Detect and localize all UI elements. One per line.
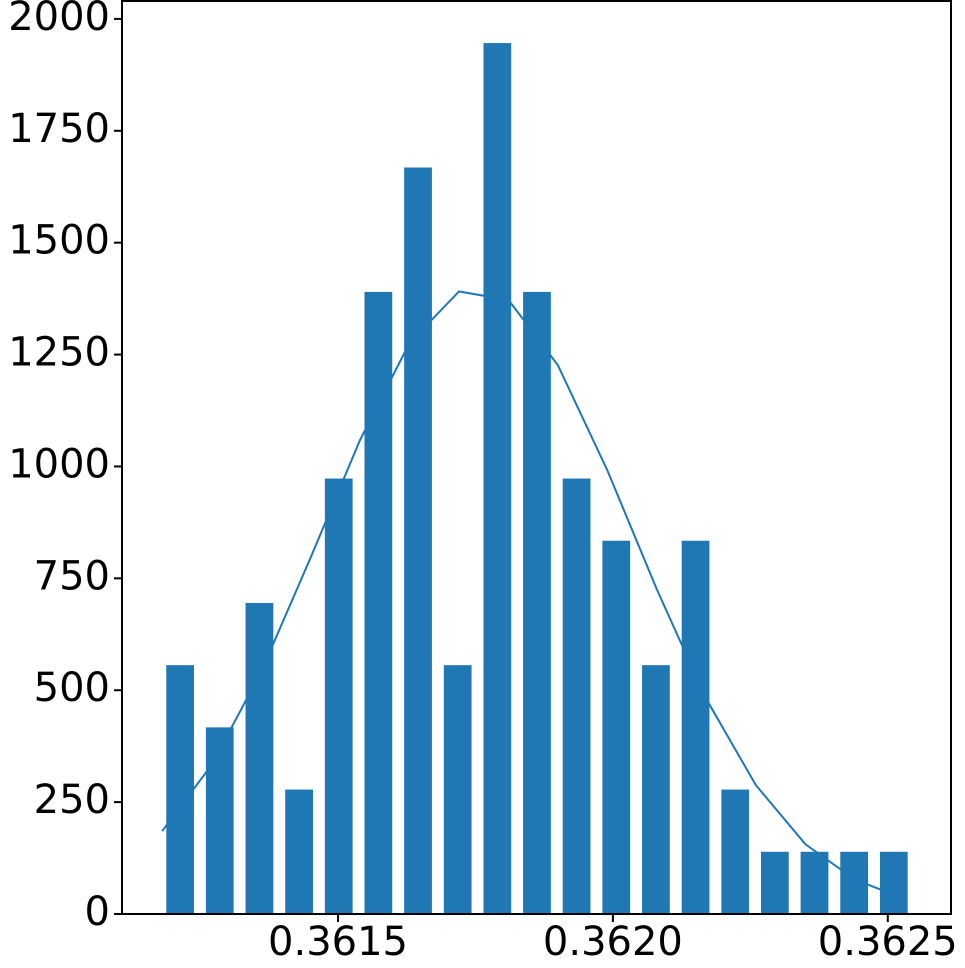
bar: [404, 167, 432, 915]
y-tick-label: 1250: [8, 330, 110, 376]
y-tick-label: 0: [85, 889, 110, 935]
x-tick-label: 0.3615: [268, 919, 408, 965]
bar: [324, 478, 353, 914]
bar: [443, 665, 472, 914]
bar: [642, 665, 670, 914]
y-tick-label: 750: [34, 553, 110, 599]
y-tick-label: 2000: [8, 0, 110, 40]
y-tick-label: 250: [34, 777, 110, 823]
bar: [364, 291, 393, 914]
bar: [245, 602, 274, 914]
x-tick-label: 0.3620: [543, 919, 683, 965]
bar: [602, 540, 631, 914]
axes-frame: [121, 0, 952, 915]
y-tick-label: 1000: [8, 441, 110, 487]
bar: [285, 789, 313, 914]
bar: [760, 851, 789, 914]
bar: [523, 291, 551, 914]
bar: [800, 851, 829, 914]
bar: [562, 478, 591, 914]
y-tick-label: 1500: [8, 218, 110, 264]
bar: [681, 540, 710, 914]
fit-curve: [161, 290, 905, 900]
bar: [205, 727, 234, 914]
bar: [483, 43, 512, 915]
bar: [879, 851, 908, 914]
y-tick-label: 1750: [8, 106, 110, 152]
bar: [721, 789, 750, 914]
y-tick-label: 500: [34, 665, 110, 711]
x-tick-label: 0.3625: [818, 919, 958, 965]
bar: [166, 665, 195, 914]
